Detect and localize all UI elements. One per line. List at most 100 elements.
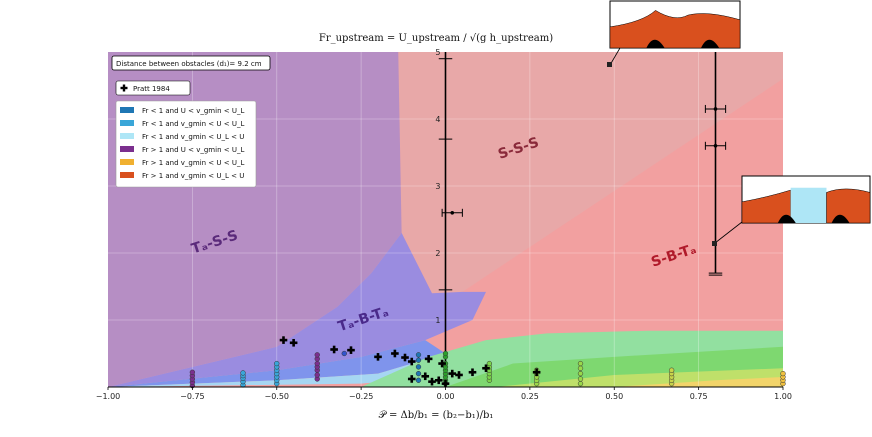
x-tick-label: −0.75 bbox=[180, 392, 205, 401]
pratt-point bbox=[424, 355, 433, 363]
experiment-point bbox=[668, 367, 675, 373]
pratt-point bbox=[330, 345, 338, 354]
inset-obstacle-left bbox=[646, 39, 665, 48]
x-tick-label: 1.00 bbox=[774, 392, 792, 401]
region-s-s-s bbox=[398, 52, 783, 294]
y-tick-label: 3 bbox=[435, 182, 440, 191]
legend-swatch bbox=[120, 172, 134, 178]
pratt-point bbox=[532, 368, 541, 377]
y-tick-label: 2 bbox=[435, 249, 440, 258]
pratt-plus-horizontal bbox=[438, 362, 446, 365]
error-point bbox=[713, 144, 718, 148]
legend-label: Fr > 1 and U < v_gmin < U_L bbox=[142, 146, 244, 154]
x-tick-label: 0.50 bbox=[605, 392, 623, 401]
x-tick-label: 0.25 bbox=[521, 392, 539, 401]
pratt-point bbox=[434, 376, 443, 385]
inset-fluid-right bbox=[826, 188, 871, 224]
legend-swatch bbox=[120, 133, 134, 139]
pratt-plus-horizontal bbox=[455, 373, 463, 377]
pratt-plus-horizontal bbox=[482, 366, 490, 370]
inset-obstacle-right bbox=[701, 39, 720, 48]
regions bbox=[108, 52, 783, 387]
inset-fluid-middle bbox=[790, 187, 827, 223]
pratt-point bbox=[448, 369, 457, 378]
pratt-point bbox=[407, 357, 416, 366]
experiment-point bbox=[577, 370, 584, 377]
pratt-point bbox=[438, 359, 446, 368]
pratt-point bbox=[407, 375, 416, 383]
experiment-point bbox=[415, 377, 422, 383]
pratt-plus-horizontal bbox=[374, 355, 382, 359]
experiment-point bbox=[577, 360, 584, 367]
y-tick-label: 1 bbox=[435, 316, 440, 325]
legend-item-pratt: Pratt 1984 bbox=[120, 84, 170, 93]
experiment-point bbox=[415, 370, 422, 377]
pratt-plus-horizontal bbox=[279, 338, 288, 342]
distance-label: Distance between obstacles (d₁)= 9.2 cm bbox=[116, 60, 262, 68]
pratt-plus-horizontal bbox=[428, 380, 436, 383]
experiment-point bbox=[415, 352, 422, 358]
legend-label: Fr < 1 and U < v_gmin < U_L bbox=[142, 107, 244, 115]
inset-obstacle-left bbox=[777, 214, 796, 223]
region-cyan-band bbox=[108, 353, 446, 387]
pratt-point bbox=[401, 353, 409, 362]
pratt-plus-horizontal bbox=[289, 341, 298, 345]
insets bbox=[607, 0, 871, 246]
pratt-plus-horizontal bbox=[391, 352, 399, 355]
legend-swatch bbox=[120, 120, 134, 126]
pratt-plus-horizontal bbox=[347, 348, 355, 352]
axes: −1.00 −0.75 −0.50 −0.25 0.00 0.25 0.50 0.75 1.00… bbox=[96, 48, 792, 401]
pratt-plus-horizontal bbox=[532, 370, 541, 374]
inset-right-connector bbox=[714, 221, 743, 244]
legend-label: Pratt 1984 bbox=[133, 85, 170, 93]
experiment-point bbox=[486, 360, 493, 367]
legend-label: Fr < 1 and v_gmin < U_L < U bbox=[142, 133, 244, 141]
pratt-point bbox=[347, 346, 355, 354]
pratt-point bbox=[482, 364, 490, 373]
experiment-point bbox=[274, 360, 280, 367]
pratt-plus-horizontal bbox=[434, 379, 443, 382]
pratt-point bbox=[289, 338, 298, 347]
pratt-plus-horizontal bbox=[424, 357, 433, 361]
experiment-point bbox=[577, 376, 584, 382]
pratt-point bbox=[441, 379, 450, 388]
legend-label: Fr > 1 and v_gmin < U < U_L bbox=[142, 159, 244, 167]
pratt-plus-horizontal bbox=[468, 370, 477, 374]
pratt-point bbox=[455, 371, 463, 379]
legend-label: Fr > 1 and v_gmin < U_L < U bbox=[142, 172, 244, 180]
marks bbox=[189, 52, 786, 389]
error-point bbox=[450, 211, 455, 215]
region-ta-b-ta bbox=[108, 232, 486, 387]
distance-box bbox=[111, 55, 271, 71]
experiment-point bbox=[314, 360, 320, 367]
x-tick-label: −1.00 bbox=[96, 392, 121, 401]
experiment-point bbox=[314, 352, 320, 358]
experiment-point bbox=[442, 350, 449, 357]
legend-swatch bbox=[120, 107, 134, 113]
error-point bbox=[713, 107, 718, 111]
pratt-point bbox=[391, 349, 399, 358]
pratt-plus-horizontal bbox=[421, 374, 430, 378]
pratt-point bbox=[428, 377, 436, 386]
inset-obstacle-right bbox=[831, 214, 850, 223]
inset-right-marker bbox=[712, 241, 717, 246]
y-tick-label: 4 bbox=[435, 115, 440, 124]
y-tick-label: 5 bbox=[435, 48, 440, 57]
pratt-plus-horizontal bbox=[448, 372, 457, 375]
legend-label: Fr < 1 and v_gmin < U < U_L bbox=[142, 120, 244, 128]
experiment-point bbox=[577, 365, 584, 371]
experiment-point bbox=[189, 369, 196, 375]
pratt-plus-horizontal bbox=[330, 348, 338, 351]
x-tick-label: −0.25 bbox=[349, 392, 374, 401]
legend-pratt-box bbox=[115, 80, 191, 96]
pratt-point bbox=[279, 336, 288, 344]
x-axis-label: 𝒫 = Δb/b₁ = (b₂−b₁)/b₁ bbox=[379, 410, 494, 421]
legend-plus-horizontal bbox=[120, 86, 128, 90]
region-yellow-band bbox=[614, 376, 783, 387]
x-tick-label: 0.75 bbox=[690, 392, 708, 401]
inset-top-marker bbox=[607, 62, 612, 67]
chart-title: Fr_upstream = U_upstream / √(g h_upstrea… bbox=[319, 33, 553, 44]
pratt-point bbox=[468, 368, 477, 377]
inset-fluid bbox=[609, 10, 741, 49]
